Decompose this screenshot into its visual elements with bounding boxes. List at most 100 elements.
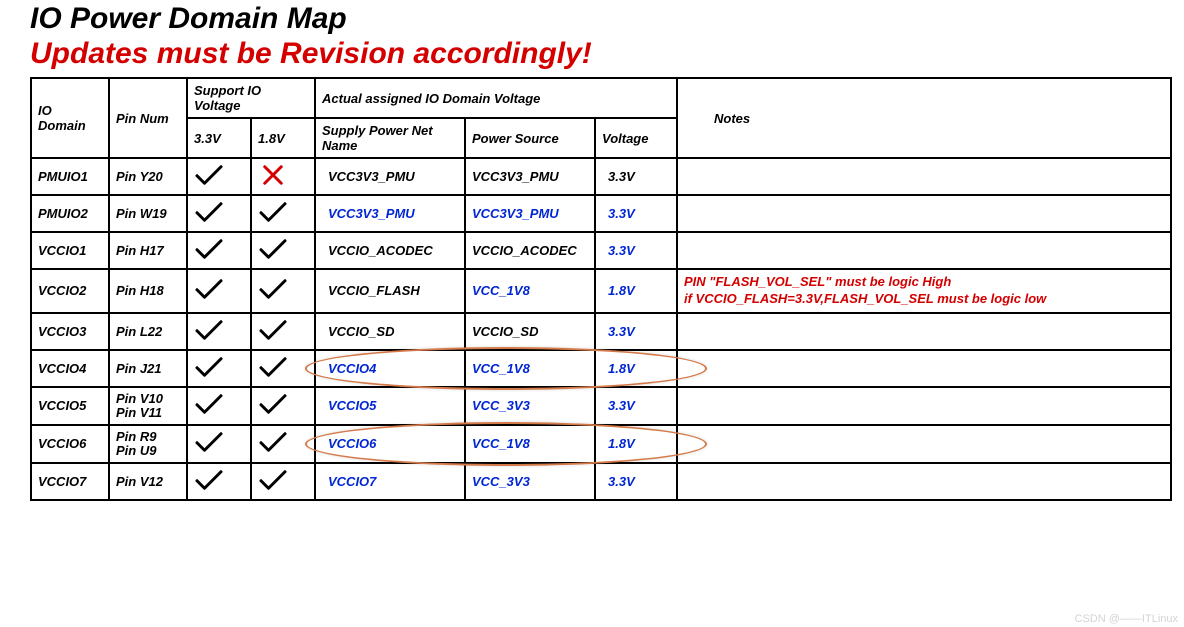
cell-io-domain: VCCIO4	[31, 350, 109, 387]
cell-notes	[677, 195, 1171, 232]
cell-power-source: VCCIO_ACODEC	[465, 232, 595, 269]
cell-notes	[677, 350, 1171, 387]
cell-pin-num: Pin H18	[109, 269, 187, 313]
cell-net-name: VCCIO6	[315, 425, 465, 463]
th-voltage: Voltage	[595, 118, 677, 158]
cell-pin-num: Pin V10Pin V11	[109, 387, 187, 425]
th-actual-group: Actual assigned IO Domain Voltage	[315, 78, 677, 118]
cell-voltage: 1.8V	[595, 269, 677, 313]
cell-support-33v	[187, 313, 251, 350]
cell-notes	[677, 232, 1171, 269]
io-domain-table: IO Domain Pin Num Support IO Voltage Act…	[30, 77, 1172, 501]
cell-pin-num: Pin V12	[109, 463, 187, 500]
check-icon	[194, 355, 224, 379]
cell-support-33v	[187, 463, 251, 500]
check-icon	[258, 392, 288, 416]
th-power-source: Power Source	[465, 118, 595, 158]
cell-power-source: VCCIO_SD	[465, 313, 595, 350]
check-icon	[194, 318, 224, 342]
table-row: VCCIO2Pin H18 VCCIO_FLASHVCC_1V81.8VPIN "…	[31, 269, 1171, 313]
cell-net-name: VCCIO7	[315, 463, 465, 500]
cell-voltage: 3.3V	[595, 195, 677, 232]
cell-pin-num: Pin L22	[109, 313, 187, 350]
cell-net-name: VCCIO_SD	[315, 313, 465, 350]
cell-support-18v	[251, 269, 315, 313]
cell-io-domain: VCCIO7	[31, 463, 109, 500]
cell-support-33v	[187, 350, 251, 387]
cell-io-domain: VCCIO2	[31, 269, 109, 313]
cell-io-domain: VCCIO5	[31, 387, 109, 425]
check-icon	[194, 392, 224, 416]
cell-power-source: VCC_1V8	[465, 425, 595, 463]
check-icon	[258, 355, 288, 379]
cell-net-name: VCCIO_ACODEC	[315, 232, 465, 269]
check-icon	[194, 200, 224, 224]
th-notes: Notes	[677, 78, 1171, 158]
table-row: VCCIO7Pin V12VCCIO7VCC_3V33.3V	[31, 463, 1171, 500]
check-icon	[258, 318, 288, 342]
cell-support-18v	[251, 232, 315, 269]
cell-net-name: VCC3V3_PMU	[315, 158, 465, 195]
page-title-line1: IO Power Domain Map	[30, 2, 1184, 37]
check-icon	[194, 277, 224, 301]
cell-pin-num: Pin H17	[109, 232, 187, 269]
cell-power-source: VCC_1V8	[465, 269, 595, 313]
table-row: VCCIO1Pin H17VCCIO_ACODECVCCIO_ACODEC3.3…	[31, 232, 1171, 269]
check-icon	[194, 430, 224, 454]
cell-voltage: 1.8V	[595, 350, 677, 387]
cell-voltage: 3.3V	[595, 158, 677, 195]
cell-voltage: 1.8V	[595, 425, 677, 463]
cell-support-33v	[187, 158, 251, 195]
cell-notes	[677, 313, 1171, 350]
cell-notes	[677, 387, 1171, 425]
cell-io-domain: VCCIO1	[31, 232, 109, 269]
cell-power-source: VCC_3V3	[465, 387, 595, 425]
cell-pin-num: Pin J21	[109, 350, 187, 387]
cell-notes	[677, 463, 1171, 500]
cell-voltage: 3.3V	[595, 387, 677, 425]
check-icon	[258, 200, 288, 224]
check-icon	[194, 237, 224, 261]
cell-pin-num: Pin R9Pin U9	[109, 425, 187, 463]
cell-support-33v	[187, 387, 251, 425]
table-row: VCCIO5Pin V10Pin V11VCCIO5VCC_3V33.3V	[31, 387, 1171, 425]
cell-net-name: VCCIO4	[315, 350, 465, 387]
check-icon	[194, 468, 224, 492]
cell-power-source: VCC_1V8	[465, 350, 595, 387]
th-support-group: Support IO Voltage	[187, 78, 315, 118]
cell-voltage: 3.3V	[595, 313, 677, 350]
cell-support-18v	[251, 387, 315, 425]
cell-notes	[677, 158, 1171, 195]
cell-support-18v	[251, 158, 315, 195]
cell-net-name: VCCIO_FLASH	[315, 269, 465, 313]
cell-pin-num: Pin Y20	[109, 158, 187, 195]
cell-voltage: 3.3V	[595, 463, 677, 500]
cell-notes	[677, 425, 1171, 463]
page-title-line2: Updates must be Revision accordingly!	[30, 37, 1184, 72]
check-icon	[258, 237, 288, 261]
cell-io-domain: PMUIO2	[31, 195, 109, 232]
th-18v: 1.8V	[251, 118, 315, 158]
cell-net-name: VCCIO5	[315, 387, 465, 425]
cell-support-33v	[187, 195, 251, 232]
cell-notes: PIN "FLASH_VOL_SEL" must be logic Highif…	[677, 269, 1171, 313]
th-33v: 3.3V	[187, 118, 251, 158]
cell-io-domain: VCCIO6	[31, 425, 109, 463]
cell-io-domain: PMUIO1	[31, 158, 109, 195]
cell-io-domain: VCCIO3	[31, 313, 109, 350]
table-row: PMUIO1Pin Y20VCC3V3_PMUVCC3V3_PMU3.3V	[31, 158, 1171, 195]
table-row: VCCIO4Pin J21VCCIO4VCC_1V81.8V	[31, 350, 1171, 387]
th-net-name: Supply Power Net Name	[315, 118, 465, 158]
cell-support-18v	[251, 425, 315, 463]
watermark: CSDN @——ITLinux	[1075, 613, 1178, 625]
cell-net-name: VCC3V3_PMU	[315, 195, 465, 232]
table-row: VCCIO3Pin L22VCCIO_SDVCCIO_SD3.3V	[31, 313, 1171, 350]
cell-support-33v	[187, 269, 251, 313]
table-body: PMUIO1Pin Y20 VCC3V3_PMUVCC3V3_PMU 3.3V PMU…	[31, 158, 1171, 500]
cell-voltage: 3.3V	[595, 232, 677, 269]
check-icon	[258, 430, 288, 454]
th-pin-num: Pin Num	[109, 78, 187, 158]
table-row: VCCIO6Pin R9Pin U9VCCIO6VCC_1V81.8V	[31, 425, 1171, 463]
check-icon	[194, 163, 224, 187]
cell-support-33v	[187, 232, 251, 269]
